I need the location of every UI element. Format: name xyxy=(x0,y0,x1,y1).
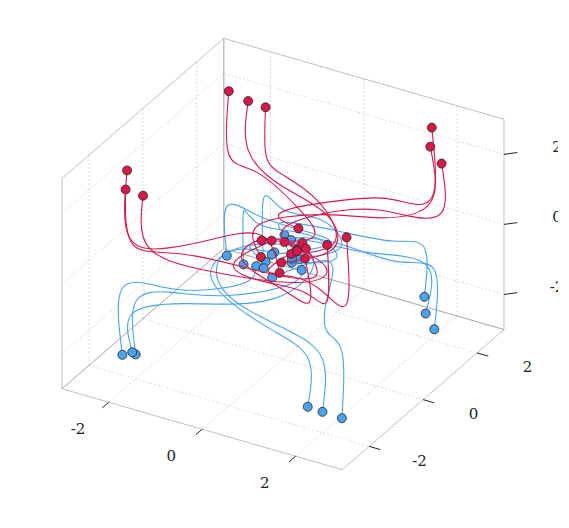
svg-text:-2: -2 xyxy=(412,452,427,470)
svg-text:0: 0 xyxy=(469,405,479,423)
svg-text:2: 2 xyxy=(523,358,533,376)
svg-text:-2: -2 xyxy=(71,420,86,438)
svg-text:-2: -2 xyxy=(550,278,558,296)
svg-text:0: 0 xyxy=(167,447,177,465)
svg-text:0: 0 xyxy=(552,208,558,226)
svg-text:2: 2 xyxy=(260,474,270,492)
svg-text:2: 2 xyxy=(552,138,558,156)
